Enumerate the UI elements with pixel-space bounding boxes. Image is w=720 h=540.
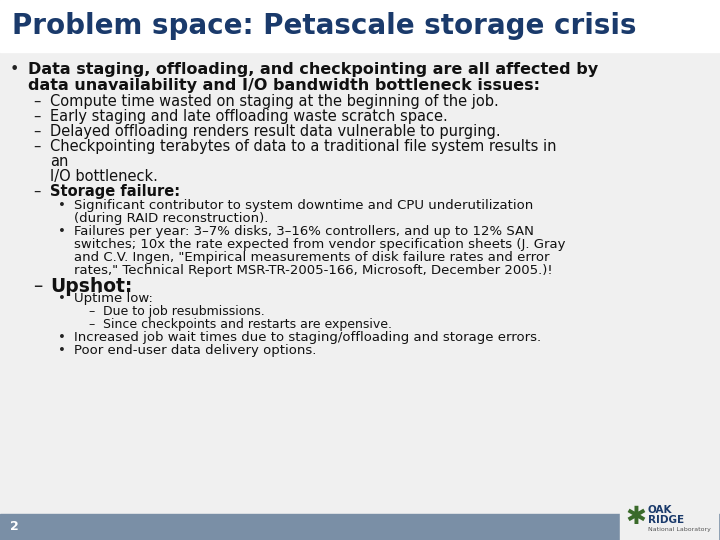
Text: •: •	[58, 331, 66, 344]
Bar	[0, 514, 720, 540]
Text: OAK: OAK	[648, 505, 672, 515]
Text: rates," Technical Report MSR-TR-2005-166, Microsoft, December 2005.)!: rates," Technical Report MSR-TR-2005-166…	[74, 264, 553, 277]
Text: –: –	[33, 184, 40, 199]
Text: an: an	[50, 154, 68, 169]
Text: Checkpointing terabytes of data to a traditional file system results in: Checkpointing terabytes of data to a tra…	[50, 139, 557, 154]
Text: ✱: ✱	[626, 505, 647, 529]
Bar	[620, 500, 718, 540]
Text: Compute time wasted on staging at the beginning of the job.: Compute time wasted on staging at the be…	[50, 94, 499, 109]
Text: –: –	[33, 139, 40, 154]
Text: Early staging and late offloading waste scratch space.: Early staging and late offloading waste …	[50, 109, 448, 124]
Text: Problem space: Petascale storage crisis: Problem space: Petascale storage crisis	[12, 12, 636, 40]
Text: National Laboratory: National Laboratory	[648, 528, 711, 532]
Text: Increased job wait times due to staging/offloading and storage errors.: Increased job wait times due to staging/…	[74, 331, 541, 344]
Text: I/O bottleneck.: I/O bottleneck.	[50, 169, 158, 184]
Text: switches; 10x the rate expected from vendor specification sheets (J. Gray: switches; 10x the rate expected from ven…	[74, 238, 565, 251]
Text: 2: 2	[10, 521, 19, 534]
Text: –: –	[33, 94, 40, 109]
Text: •: •	[58, 292, 66, 305]
Text: Significant contributor to system downtime and CPU underutilization: Significant contributor to system downti…	[74, 199, 534, 212]
Text: Delayed offloading renders result data vulnerable to purging.: Delayed offloading renders result data v…	[50, 124, 500, 139]
Text: and C.V. Ingen, "Empirical measurements of disk failure rates and error: and C.V. Ingen, "Empirical measurements …	[74, 251, 549, 264]
Text: RIDGE: RIDGE	[648, 515, 684, 525]
Text: –: –	[88, 305, 94, 318]
Bar	[0, 0, 720, 52]
Text: –: –	[33, 124, 40, 139]
Text: •: •	[58, 225, 66, 238]
Text: •: •	[10, 62, 19, 77]
Text: Data staging, offloading, and checkpointing are all affected by: Data staging, offloading, and checkpoint…	[28, 62, 598, 77]
Text: Due to job resubmissions.: Due to job resubmissions.	[103, 305, 265, 318]
Text: (during RAID reconstruction).: (during RAID reconstruction).	[74, 212, 269, 225]
Text: Failures per year: 3–7% disks, 3–16% controllers, and up to 12% SAN: Failures per year: 3–7% disks, 3–16% con…	[74, 225, 534, 238]
Text: data unavailability and I/O bandwidth bottleneck issues:: data unavailability and I/O bandwidth bo…	[28, 78, 540, 93]
Text: Poor end-user data delivery options.: Poor end-user data delivery options.	[74, 344, 316, 357]
Text: –: –	[33, 109, 40, 124]
Text: –: –	[33, 277, 42, 296]
Text: Since checkpoints and restarts are expensive.: Since checkpoints and restarts are expen…	[103, 318, 392, 331]
Text: –: –	[88, 318, 94, 331]
Text: Uptime low:: Uptime low:	[74, 292, 153, 305]
Text: •: •	[58, 199, 66, 212]
Text: •: •	[58, 344, 66, 357]
Text: Upshot:: Upshot:	[50, 277, 132, 296]
Text: Storage failure:: Storage failure:	[50, 184, 180, 199]
